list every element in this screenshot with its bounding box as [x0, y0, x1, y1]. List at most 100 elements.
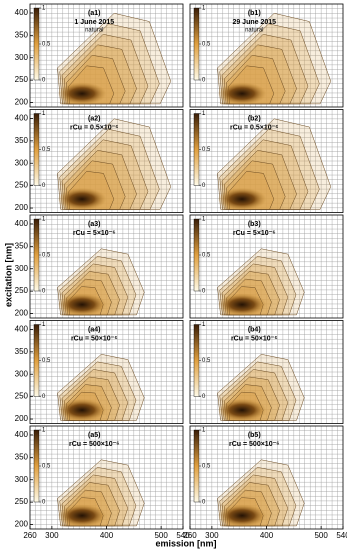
contour-core: [217, 398, 267, 422]
contour-core: [57, 82, 107, 105]
panel-label: (b4): [248, 326, 261, 333]
colorbar: [193, 113, 200, 186]
colorbar-label: 0.5: [202, 464, 211, 470]
contour-core: [57, 398, 107, 422]
panel-annotation: natural: [245, 28, 263, 34]
x-tick-label: 300: [205, 531, 219, 540]
contour-core: [57, 187, 107, 211]
colorbar-label: 1: [42, 6, 46, 12]
x-tick-label: 260: [183, 531, 197, 540]
y-tick-label: 250: [15, 75, 29, 84]
x-tick-label: 540: [336, 531, 347, 540]
colorbar-label: 0.5: [42, 358, 51, 364]
plot-frame: [189, 109, 344, 213]
colorbar: [193, 7, 200, 81]
colorbar: [33, 429, 40, 503]
colorbar-label: 1: [202, 6, 206, 12]
y-tick-label: 350: [15, 241, 29, 250]
panel-annotation: rCu = 0.5×10⁻⁶: [70, 124, 119, 131]
colorbar-label: 1: [202, 428, 206, 434]
x-tick-label: 540: [176, 531, 190, 540]
colorbar-label: 0.5: [202, 42, 211, 48]
colorbar-label: 0: [202, 394, 206, 400]
colorbar-label: 0.5: [42, 464, 51, 470]
colorbar: [33, 218, 40, 292]
colorbar-label: 0: [42, 500, 46, 506]
plot-frame: [29, 320, 184, 424]
contour-level: [57, 12, 172, 105]
contour-core: [217, 82, 267, 105]
x-axis-label: emission [nm]: [155, 538, 216, 548]
colorbar-label: 0: [202, 78, 206, 84]
y-tick-label: 300: [15, 369, 29, 378]
panel-label: (b2): [248, 115, 261, 122]
plot-frame: [29, 3, 184, 108]
colorbar-label: 1: [202, 111, 206, 117]
y-tick-label: 200: [15, 309, 29, 318]
contour-core: [217, 504, 267, 527]
y-tick-label: 350: [15, 347, 29, 356]
colorbar-label: 0: [42, 394, 46, 400]
colorbar: [33, 7, 40, 81]
panel-annotation: rCu = 50×10⁻⁶: [71, 335, 118, 342]
colorbar-label: 1: [42, 111, 46, 117]
panel-annotation: 1 June 2015: [74, 19, 114, 26]
contour-core: [57, 504, 107, 527]
colorbar-label: 0: [202, 500, 206, 506]
panel-label: (a5): [88, 432, 100, 439]
y-tick-label: 350: [15, 30, 29, 39]
colorbar: [193, 324, 200, 397]
panel-label: (a2): [88, 115, 100, 122]
contour-core: [217, 187, 267, 211]
contour-core: [217, 293, 267, 316]
panel-annotation: natural: [85, 28, 103, 34]
colorbar-label: 0: [202, 289, 206, 295]
colorbar-label: 0.5: [202, 358, 211, 364]
colorbar-label: 0: [202, 183, 206, 189]
colorbar: [33, 113, 40, 186]
colorbar-label: 1: [42, 322, 46, 328]
panel-label: (b3): [248, 221, 261, 228]
colorbar-label: 0: [42, 289, 46, 295]
colorbar-label: 1: [202, 217, 206, 223]
panel-label: (b1): [248, 10, 261, 17]
y-tick-label: 250: [15, 497, 29, 506]
y-tick-label: 200: [15, 414, 29, 423]
y-tick-label: 300: [15, 158, 29, 167]
colorbar-label: 1: [202, 322, 206, 328]
colorbar-label: 0.5: [202, 147, 211, 153]
y-tick-label: 200: [15, 520, 29, 529]
panel-annotation: rCu = 50×10⁻⁶: [231, 335, 278, 342]
contour-level: [217, 118, 332, 210]
y-axis-label: excitation [nm]: [3, 243, 13, 307]
x-tick-label: 300: [45, 531, 59, 540]
colorbar-label: 0.5: [42, 147, 51, 153]
y-tick-label: 250: [15, 286, 29, 295]
x-tick-label: 500: [154, 531, 168, 540]
y-tick-label: 350: [15, 136, 29, 145]
x-tick-label: 400: [260, 531, 274, 540]
panel-label: (a4): [88, 326, 100, 333]
y-tick-label: 200: [15, 203, 29, 212]
y-tick-label: 400: [15, 430, 29, 439]
y-tick-label: 400: [15, 8, 29, 17]
colorbar-label: 1: [42, 217, 46, 223]
colorbar: [193, 218, 200, 292]
colorbar-label: 0.5: [202, 253, 211, 259]
contour-level: [57, 118, 172, 210]
y-tick-label: 200: [15, 98, 29, 107]
panel-annotation: 29 June 2015: [232, 19, 276, 26]
y-tick-label: 300: [15, 264, 29, 273]
y-tick-label: 400: [15, 325, 29, 334]
panel-annotation: rCu = 500×10⁻⁶: [229, 441, 280, 448]
y-tick-label: 400: [15, 114, 29, 123]
panel-annotation: rCu = 500×10⁻⁶: [69, 441, 120, 448]
y-tick-label: 400: [15, 219, 29, 228]
x-tick-label: 500: [314, 531, 328, 540]
contour-core: [57, 293, 107, 316]
y-tick-label: 350: [15, 452, 29, 461]
colorbar: [193, 429, 200, 503]
panel-label: (a1): [88, 10, 100, 17]
colorbar-label: 0.5: [42, 253, 51, 259]
